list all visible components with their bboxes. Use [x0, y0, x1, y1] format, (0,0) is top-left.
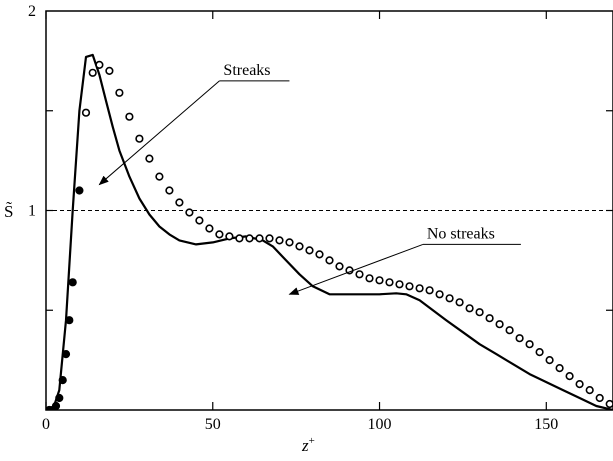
- series-point: [145, 154, 154, 163]
- series-point: [465, 304, 474, 313]
- series-point: [405, 282, 414, 291]
- series-point: [535, 348, 544, 357]
- series-point: [205, 224, 214, 233]
- series-point: [61, 350, 71, 359]
- annotation-label: No streaks: [427, 225, 495, 242]
- x-axis-label: z+: [301, 435, 315, 455]
- series-point: [125, 112, 134, 121]
- series-point: [315, 250, 324, 259]
- series-point: [475, 308, 484, 317]
- series-point: [525, 340, 534, 349]
- series-point: [285, 238, 294, 247]
- series-line: [51, 53, 613, 410]
- series-point: [51, 401, 61, 410]
- series-point: [275, 236, 284, 245]
- series-point: [95, 60, 104, 70]
- series-point: [355, 270, 364, 279]
- series-point: [495, 320, 504, 329]
- y-axis-label: S̃: [4, 202, 13, 221]
- x-tick-label: 0: [42, 416, 50, 433]
- series-point: [105, 66, 114, 75]
- y-axis-ticks: 12: [28, 3, 613, 311]
- series-point: [595, 393, 604, 403]
- series-point: [605, 399, 613, 409]
- x-axis-label-base: z: [301, 436, 309, 455]
- series-point: [335, 262, 344, 271]
- series-point: [185, 208, 194, 217]
- series-point: [245, 234, 254, 243]
- series-point: [165, 186, 174, 195]
- series-point: [68, 278, 77, 287]
- series-point: [445, 294, 454, 303]
- series-point: [365, 274, 374, 283]
- series-point: [115, 88, 124, 97]
- series-point: [175, 198, 184, 207]
- series-point: [88, 68, 97, 77]
- series-point: [265, 234, 274, 243]
- x-tick-label: 150: [534, 416, 558, 433]
- annotation-label: Streaks: [223, 62, 270, 79]
- x-tick-label: 50: [205, 416, 221, 433]
- series-point: [58, 376, 67, 385]
- series-point: [295, 242, 304, 251]
- annotation-layer: Streaks No streaks: [98, 62, 521, 295]
- series-point: [135, 134, 144, 143]
- series-point: [325, 256, 334, 265]
- series-point: [75, 186, 84, 195]
- series-point: [155, 172, 164, 181]
- series-point: [515, 334, 524, 343]
- series-point: [195, 216, 204, 225]
- series-point: [425, 286, 434, 295]
- y-tick-label: 1: [28, 203, 36, 220]
- y-tick-label: 2: [28, 3, 36, 20]
- series-point: [375, 276, 384, 285]
- series-point: [585, 386, 594, 395]
- series-point: [555, 364, 564, 373]
- series-point: [81, 108, 91, 117]
- series-point: [65, 316, 74, 325]
- series-point: [305, 246, 314, 255]
- series-point: [485, 314, 494, 323]
- x-axis-label-superscript: +: [309, 435, 315, 447]
- series-point: [415, 284, 424, 293]
- series-point: [235, 234, 244, 243]
- series-point: [55, 393, 64, 403]
- x-axis-ticks: 0 50 100 150: [42, 11, 558, 433]
- series-layer: [46, 53, 613, 410]
- series-point: [435, 290, 444, 299]
- series-point: [255, 234, 264, 243]
- annotation-arrow: [98, 80, 220, 186]
- series-point: [455, 298, 464, 307]
- series-point: [395, 280, 404, 289]
- series-point: [505, 326, 514, 335]
- series-point: [215, 230, 224, 239]
- series-point: [565, 372, 574, 381]
- series-point: [545, 356, 554, 365]
- series-point: [575, 380, 584, 389]
- x-tick-label: 100: [368, 416, 392, 433]
- annotation-arrow: [288, 243, 424, 295]
- series-point: [225, 232, 234, 241]
- series-point: [385, 278, 394, 287]
